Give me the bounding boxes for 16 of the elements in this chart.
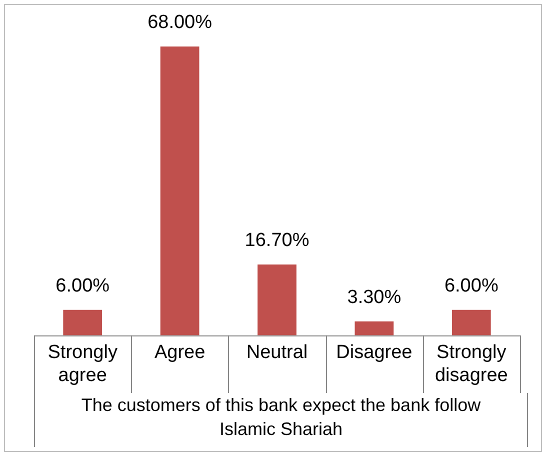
data-label: 16.70% xyxy=(244,230,310,252)
x-axis-title: The customers of this bank expect the bank follow Islamic Shariah xyxy=(34,393,528,447)
bar xyxy=(354,321,394,336)
x-tick-label: Strongly agree xyxy=(48,342,118,386)
x-tick-label: Neutral xyxy=(246,342,308,364)
bar xyxy=(452,310,491,336)
x-tick-label: Agree xyxy=(154,342,206,364)
bar xyxy=(258,264,296,336)
data-label: 6.00% xyxy=(444,276,498,297)
bar xyxy=(160,46,200,336)
data-label: 3.30% xyxy=(347,287,402,308)
bar xyxy=(63,310,102,336)
x-tick-label: Disagree xyxy=(336,342,412,364)
data-label: 68.00% xyxy=(148,12,212,34)
data-label: 6.00% xyxy=(56,276,110,297)
x-tick-label: Strongly disagree xyxy=(434,342,508,386)
